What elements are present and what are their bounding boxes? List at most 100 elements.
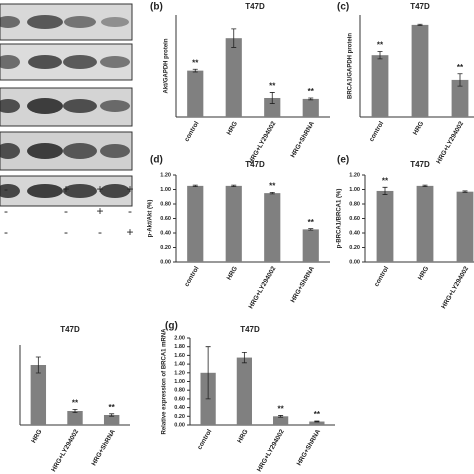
x-tick-label: HRG+ShRNA <box>290 120 317 159</box>
panel-label: (e) <box>337 155 349 166</box>
treatment-sign: - <box>128 204 132 218</box>
error-bar <box>462 190 468 193</box>
x-tick-label: control <box>368 120 385 143</box>
y-axis-label: p-Akt/Akt (%) <box>148 200 154 238</box>
significance-mark: ** <box>278 405 285 414</box>
bar <box>225 185 242 262</box>
bar <box>30 365 47 425</box>
y-tick-label: 0.80 <box>160 201 171 207</box>
y-tick-label: 1.00 <box>174 379 185 385</box>
significance-mark: ** <box>109 403 116 412</box>
x-tick-label: HRG+LY294002 <box>440 265 470 310</box>
chart-panel: (c) T47D BRCA1/GAPDH protein ** control HRG **… <box>337 2 474 165</box>
y-tick-label: 0.80 <box>349 201 360 207</box>
chart-title: T47D <box>60 325 80 334</box>
error-bar <box>269 192 275 195</box>
treatment-sign: + <box>96 204 103 218</box>
x-tick-label: HRG+ShRNA <box>91 428 118 467</box>
x-tick-label: HRG+ShRNA <box>290 265 317 304</box>
significance-mark: ** <box>192 58 199 67</box>
error-bar <box>35 356 41 374</box>
panel-label: (d) <box>150 155 163 166</box>
chart-panel: T47D HRG ** HRG+LY294002 ** HRG+ShRNA <box>19 325 130 473</box>
significance-mark: ** <box>457 63 464 72</box>
error-bar <box>457 73 463 87</box>
y-tick-label: 0.40 <box>160 230 171 236</box>
x-tick-label: control <box>183 265 200 288</box>
error-bar <box>241 351 247 364</box>
chart-title: T47D <box>245 160 265 169</box>
y-tick-label: 1.20 <box>349 172 360 178</box>
y-tick-label: 0.00 <box>174 422 185 428</box>
error-bar <box>278 415 284 418</box>
y-tick-label: 0.20 <box>174 414 185 420</box>
error-bar <box>231 184 237 187</box>
x-tick-label: HRG+ShRNA <box>296 428 323 467</box>
bar <box>264 193 281 262</box>
treatment-sign: - <box>4 225 8 239</box>
treatment-sign: - <box>64 225 68 239</box>
bar <box>225 38 242 117</box>
y-tick-label: 1.60 <box>174 353 185 359</box>
panel-label: (b) <box>150 2 163 13</box>
panel-label: (c) <box>337 2 349 13</box>
error-bar <box>109 413 115 417</box>
bar <box>273 416 289 425</box>
chart-title: T47D <box>410 2 430 11</box>
western-blot <box>0 3 133 207</box>
significance-mark: ** <box>269 82 276 91</box>
significance-mark: ** <box>308 87 315 96</box>
error-bar <box>192 68 198 73</box>
chart-panel: (e) T47D 0.00 0.20 0.40 0.60 0.80 1.00 1.20 p-BRC… <box>337 155 474 310</box>
error-bar <box>192 184 198 187</box>
bar <box>264 97 281 117</box>
y-tick-label: 1.20 <box>160 172 171 178</box>
error-bar <box>231 28 237 48</box>
y-tick-label: 0.00 <box>160 259 171 265</box>
y-tick-label: 0.60 <box>160 216 171 222</box>
x-tick-label: control <box>196 428 213 451</box>
error-bar <box>269 92 275 104</box>
bar <box>187 70 204 117</box>
bar <box>187 185 204 262</box>
bar <box>411 24 429 118</box>
bar <box>416 185 434 262</box>
chart-panel: (g) T47D 0.00 0.20 0.40 0.60 0.80 1.00 1.20 1.40 1… <box>162 321 335 473</box>
error-bar <box>382 186 388 195</box>
bar <box>456 191 474 262</box>
y-tick-label: 1.80 <box>174 344 185 350</box>
error-bar <box>205 346 211 400</box>
error-bar <box>72 409 78 413</box>
x-tick-label: HRG <box>226 265 239 281</box>
y-tick-label: 0.80 <box>174 388 185 394</box>
y-axis-label: BRCA1/GAPDH protein <box>348 33 354 99</box>
error-bar <box>308 97 314 101</box>
x-tick-label: HRG+LY294002 <box>248 120 278 165</box>
error-bar <box>314 420 320 423</box>
significance-mark: ** <box>269 182 276 191</box>
x-tick-label: control <box>373 265 390 288</box>
y-tick-label: 1.40 <box>174 362 185 368</box>
significance-mark: ** <box>314 410 321 419</box>
significance-mark: ** <box>72 399 79 408</box>
x-tick-label: HRG <box>226 120 239 136</box>
error-bar <box>417 23 423 26</box>
treatment-sign: + <box>96 182 103 196</box>
y-tick-label: 0.60 <box>349 216 360 222</box>
x-tick-label: HRG <box>412 120 425 136</box>
chart-title: T47D <box>240 325 260 334</box>
bar <box>236 357 252 425</box>
x-tick-label: HRG+LY294002 <box>256 428 286 473</box>
treatment-sign: + <box>126 182 133 196</box>
y-tick-label: 0.20 <box>160 245 171 251</box>
y-tick-label: 2.00 <box>174 335 185 341</box>
error-bar <box>377 51 383 60</box>
bar <box>451 79 469 117</box>
chart-title: T47D <box>410 160 430 169</box>
error-bar <box>308 228 314 231</box>
treatment-sign: + <box>62 182 69 196</box>
y-tick-label: 1.00 <box>349 187 360 193</box>
bar <box>309 421 325 425</box>
x-tick-label: HRG+LY294002 <box>248 265 278 310</box>
x-tick-label: HRG+LY294002 <box>435 120 465 165</box>
